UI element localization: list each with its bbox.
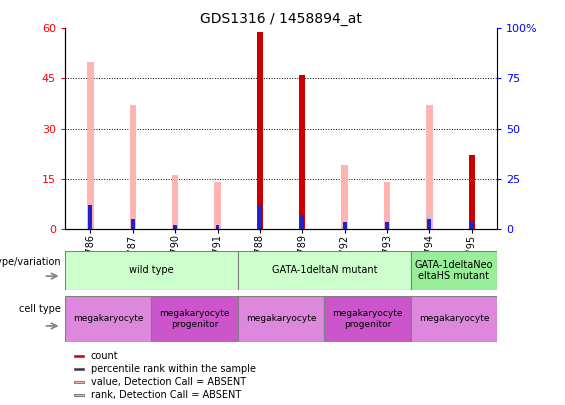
Bar	[73, 368, 84, 370]
Bar	[258, 205, 262, 229]
Bar	[343, 222, 346, 229]
Bar	[385, 222, 389, 229]
Bar	[172, 175, 179, 229]
Bar	[65, 296, 151, 342]
Bar	[214, 182, 221, 229]
Bar	[299, 75, 306, 229]
Bar	[343, 222, 346, 229]
Text: cell type: cell type	[19, 304, 61, 314]
Bar	[216, 226, 219, 229]
Bar	[411, 296, 497, 342]
Bar	[151, 296, 238, 342]
Bar	[65, 251, 238, 290]
Bar	[131, 219, 134, 229]
Bar	[89, 205, 92, 229]
Bar	[129, 105, 136, 229]
Bar	[257, 32, 263, 229]
Bar	[238, 251, 411, 290]
Text: megakaryocyte
progenitor: megakaryocyte progenitor	[332, 309, 403, 328]
Bar	[238, 296, 324, 342]
Text: GATA-1deltaN mutant: GATA-1deltaN mutant	[272, 265, 377, 275]
Bar	[428, 219, 431, 229]
Bar	[73, 381, 84, 383]
Bar	[73, 394, 84, 396]
Title: GDS1316 / 1458894_at: GDS1316 / 1458894_at	[200, 12, 362, 26]
Bar	[411, 251, 497, 290]
Bar	[216, 226, 219, 229]
Bar	[385, 222, 389, 229]
Bar	[470, 222, 473, 229]
Bar	[426, 105, 433, 229]
Bar	[301, 215, 304, 229]
Bar	[73, 355, 84, 356]
Text: rank, Detection Call = ABSENT: rank, Detection Call = ABSENT	[91, 390, 241, 400]
Bar	[87, 62, 94, 229]
Bar	[341, 165, 348, 229]
Bar	[384, 182, 390, 229]
Bar	[173, 226, 177, 229]
Text: count: count	[91, 351, 119, 361]
Text: megakaryocyte
progenitor: megakaryocyte progenitor	[159, 309, 230, 328]
Bar	[131, 219, 134, 229]
Text: wild type: wild type	[129, 265, 173, 275]
Bar	[428, 215, 431, 229]
Text: megakaryocyte: megakaryocyte	[419, 314, 489, 324]
Text: value, Detection Call = ABSENT: value, Detection Call = ABSENT	[91, 377, 246, 387]
Text: megakaryocyte: megakaryocyte	[73, 314, 144, 324]
Text: GATA-1deltaNeo
eltaHS mutant: GATA-1deltaNeo eltaHS mutant	[415, 260, 493, 281]
Bar	[470, 226, 473, 229]
Bar	[324, 296, 411, 342]
Text: megakaryocyte: megakaryocyte	[246, 314, 316, 324]
Bar	[468, 155, 475, 229]
Bar	[173, 226, 177, 229]
Bar	[89, 205, 92, 229]
Text: percentile rank within the sample: percentile rank within the sample	[91, 364, 256, 374]
Text: genotype/variation: genotype/variation	[0, 257, 61, 267]
